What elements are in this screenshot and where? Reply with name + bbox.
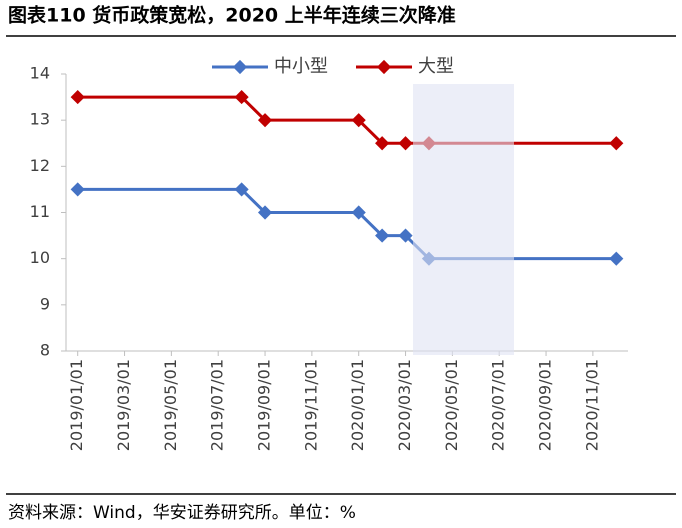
source: 资料来源：Wind，华安证券研究所。单位：% xyxy=(8,503,356,523)
marker xyxy=(351,205,366,220)
series-line xyxy=(77,95,617,145)
x-tick-label: 2019/07/01 xyxy=(208,359,227,451)
x-tick-label: 2020/03/01 xyxy=(395,359,414,451)
x-tick-label: 2019/11/01 xyxy=(301,359,320,451)
legend-label: 大型 xyxy=(418,56,454,77)
marker xyxy=(257,205,273,220)
marker xyxy=(398,136,413,151)
x-tick-label: 2020/05/01 xyxy=(442,359,461,451)
plot-area: 8 9 10 11 12 13 14 2019/01/01 2019/03/01 2019/05/… xyxy=(30,56,628,451)
y-tick-label: 9 xyxy=(40,294,50,313)
x-tick-label: 2019/05/01 xyxy=(161,359,180,451)
chart-title: 图表110 货币政策宽松，2020 上半年连续三次降准 xyxy=(8,4,456,27)
y-tick-label: 12 xyxy=(30,156,50,175)
x-tick-label: 2019/09/01 xyxy=(255,359,274,451)
marker xyxy=(70,182,85,197)
marker xyxy=(375,228,390,243)
y-tick-label: 14 xyxy=(30,64,50,83)
x-tick-label: 2020/07/01 xyxy=(489,359,508,451)
marker xyxy=(70,90,85,105)
y-tick-label: 13 xyxy=(30,110,50,129)
marker xyxy=(375,136,390,151)
y-tick-label: 10 xyxy=(30,248,50,267)
legend-marker xyxy=(376,59,392,75)
marker xyxy=(609,251,624,266)
marker xyxy=(351,113,366,128)
x-tick-label: 2020/01/01 xyxy=(348,359,367,451)
highlight-band xyxy=(413,84,514,355)
legend-marker xyxy=(232,59,248,75)
marker xyxy=(609,136,624,151)
x-tick-label: 2020/11/01 xyxy=(582,359,601,451)
series-line xyxy=(77,187,617,261)
marker xyxy=(257,113,273,128)
x-tick-label: 2019/01/01 xyxy=(67,359,86,451)
marker xyxy=(398,228,413,243)
legend-label: 中小型 xyxy=(274,56,328,77)
marker xyxy=(234,182,249,197)
x-tick-label: 2020/09/01 xyxy=(536,359,555,451)
y-tick-label: 11 xyxy=(30,202,50,221)
x-tick-label: 2019/03/01 xyxy=(114,359,133,451)
y-tick-label: 8 xyxy=(40,341,50,360)
